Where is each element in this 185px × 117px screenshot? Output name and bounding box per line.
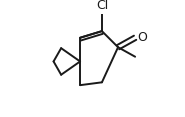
Text: O: O — [137, 31, 147, 44]
Text: Cl: Cl — [96, 0, 108, 12]
